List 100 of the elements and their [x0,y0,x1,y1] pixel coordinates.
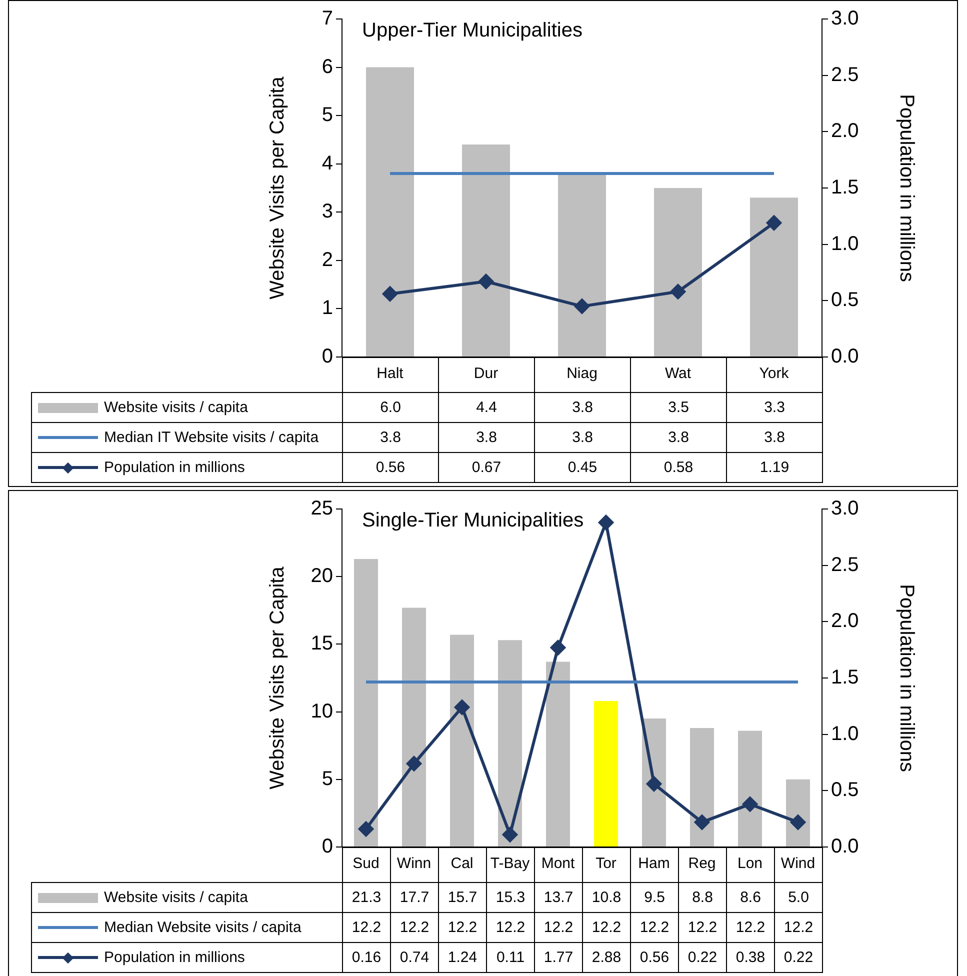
y2-axis-title: Population in millions [895,584,918,772]
data-label: 12.2 [774,912,823,943]
y-tick-label: 7 [322,8,333,30]
y-tick-label: 5 [322,104,333,126]
legend-label: Website visits / capita [104,399,248,416]
y-tick-label: 15 [310,632,333,655]
x-tick-label: Dur [474,365,498,382]
legend-label: Median Website visits / capita [104,919,302,936]
y2-tick-label: 1.5 [831,666,859,689]
y-tick-label: 6 [322,56,333,78]
y-axis-title: Website Visits per Capita [266,76,289,300]
legend-label: Median IT Website visits / capita [104,429,319,446]
x-tick-label: Ham [638,855,670,872]
y-tick-label: 25 [310,498,333,520]
point [550,640,566,656]
x-tick-label: T-Bay [490,855,530,872]
y-tick-label: 5 [322,768,333,790]
x-tick-label: Wat [664,365,692,382]
y2-tick-label: 0.5 [831,779,859,802]
data-label: 3.8 [534,422,631,453]
legend-label: Website visits / capita [104,889,248,906]
data-label: 0.67 [438,452,535,483]
bar [462,144,510,356]
y2-tick-label: 2.5 [831,64,859,86]
bar [594,700,618,846]
data-label: 3.3 [726,392,823,423]
y-axis-title: Website Visits per Capita [266,566,289,790]
data-label: 0.16 [342,942,391,973]
y-tick-label: 1 [322,297,333,320]
data-label: 12.2 [630,912,679,943]
bar [558,174,606,356]
data-label: 2.88 [582,942,631,973]
x-tick-label: Reg [688,855,716,872]
y2-tick-label: 0.0 [831,346,859,368]
y2-tick-label: 0.0 [831,836,859,858]
y2-tick-label: 1.0 [831,722,859,745]
point [670,284,686,300]
data-label: 3.8 [342,422,439,453]
bar [354,559,378,846]
x-tick-label: Cal [450,855,474,872]
x-tick-label: Mont [541,855,576,872]
data-label: 0.38 [726,942,775,973]
bar [738,730,762,846]
point [574,298,590,314]
data-label: 5.0 [774,882,823,913]
point [454,700,470,715]
data-label: 0.22 [678,942,727,973]
data-label: 12.2 [726,912,775,943]
chart-title: Single-Tier Municipalities [362,510,584,532]
data-label: 12.2 [390,912,439,943]
point [598,515,614,530]
point [502,827,518,842]
legend-label: Population in millions [104,949,245,966]
y2-tick-label: 1.5 [831,176,859,199]
x-tick-label: York [759,365,790,382]
point [646,776,662,792]
y2-tick-label: 1.0 [831,232,859,255]
data-label: 8.8 [678,882,727,913]
data-label: 0.58 [630,452,727,483]
point [766,215,782,230]
x-tick-label: Halt [376,365,404,382]
data-label: 0.56 [342,452,439,483]
data-label: 0.56 [630,942,679,973]
data-label: 15.3 [486,882,535,913]
x-tick-label: Lon [737,855,763,872]
y-tick-label: 10 [310,700,333,722]
y-tick-label: 0 [322,836,333,858]
data-label: 6.0 [342,392,439,423]
point [478,274,494,290]
bar [498,640,522,846]
legend-label: Population in millions [104,459,245,476]
x-tick-label: Niag [566,365,598,382]
data-label: 3.5 [630,392,727,423]
data-label: 13.7 [534,882,583,913]
point [742,796,758,812]
y2-axis-title: Population in millions [895,94,918,282]
bar [546,662,570,846]
data-label: 3.8 [534,392,631,423]
data-label: 0.11 [486,942,535,973]
data-label: 10.8 [582,882,631,913]
bar [402,608,426,846]
y-tick-label: 0 [322,346,333,368]
data-label: 9.5 [630,882,679,913]
data-label: 4.4 [438,392,535,423]
data-label: 1.24 [438,942,487,973]
data-label: 3.8 [630,422,727,453]
data-label: 1.19 [726,452,823,483]
data-label: 8.6 [726,882,775,913]
bar [690,728,714,846]
y2-tick-label: 2.5 [831,554,859,576]
bar [366,67,414,356]
data-label: 15.7 [438,882,487,913]
point [406,756,422,772]
y-tick-label: 2 [322,248,333,271]
x-tick-label: Sud [352,855,380,872]
point [790,814,806,830]
data-label: 3.8 [726,422,823,453]
bar [786,779,810,846]
data-label: 12.2 [678,912,727,943]
point [358,821,374,836]
